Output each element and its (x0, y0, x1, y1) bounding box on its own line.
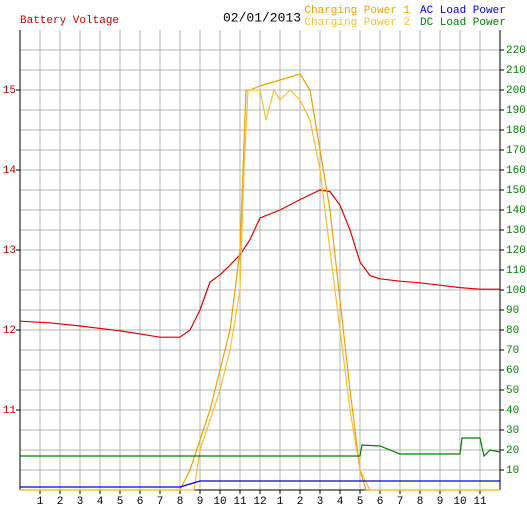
x-tick-label: 1 (37, 496, 44, 508)
y-tick-label: 14 (3, 165, 17, 177)
x-tick-label: 9 (437, 496, 444, 508)
y2-tick-label: 140 (506, 205, 526, 217)
y2-tick-label: 160 (506, 165, 526, 177)
x-tick-label: 7 (157, 496, 164, 508)
y2-tick-label: 90 (506, 305, 519, 317)
y2-tick-label: 40 (506, 405, 519, 417)
legend-label: Charging Power 2 (304, 17, 410, 29)
legend-label: AC Load Power (420, 5, 506, 17)
y2-tick-label: 50 (506, 385, 519, 397)
series-line (20, 480, 500, 488)
x-tick-label: 3 (317, 496, 324, 508)
y2-tick-label: 210 (506, 65, 526, 77)
y2-tick-label: 70 (506, 345, 519, 357)
x-tick-label: 5 (357, 496, 364, 508)
y2-tick-label: 110 (506, 265, 526, 277)
x-tick-label: 12 (253, 496, 266, 508)
x-tick-label: 10 (213, 496, 226, 508)
x-tick-label: 2 (297, 496, 304, 508)
y2-tick-label: 10 (506, 465, 519, 477)
x-tick-label: 8 (177, 496, 184, 508)
x-tick-label: 6 (137, 496, 144, 508)
series-line (20, 88, 500, 491)
y2-tick-label: 30 (506, 425, 519, 437)
series-line (20, 73, 500, 491)
y2-tick-label: 80 (506, 325, 519, 337)
legend-label: DC Load Power (420, 17, 506, 29)
y-axis-label: Battery Voltage (20, 15, 119, 27)
legend-label: Charging Power 1 (304, 5, 410, 17)
x-tick-label: 11 (473, 496, 487, 508)
y-tick-label: 11 (3, 405, 17, 417)
y2-tick-label: 150 (506, 185, 526, 197)
y2-tick-label: 20 (506, 445, 519, 457)
x-tick-label: 4 (337, 496, 344, 508)
y2-tick-label: 220 (506, 45, 526, 57)
x-tick-label: 7 (397, 496, 404, 508)
y-tick-label: 12 (3, 325, 16, 337)
x-tick-label: 5 (117, 496, 124, 508)
x-tick-label: 1 (277, 496, 284, 508)
y2-tick-label: 130 (506, 225, 526, 237)
y2-tick-label: 180 (506, 125, 526, 137)
y-tick-label: 13 (3, 245, 16, 257)
x-tick-label: 3 (77, 496, 84, 508)
x-tick-label: 4 (97, 496, 104, 508)
chart-title: 02/01/2013 (223, 10, 301, 25)
series-line (20, 437, 501, 458)
y2-tick-label: 120 (506, 245, 526, 257)
x-tick-label: 8 (417, 496, 424, 508)
y2-tick-label: 100 (506, 285, 526, 297)
series-line (19, 189, 500, 338)
x-tick-label: 10 (453, 496, 466, 508)
y-tick-label: 15 (3, 85, 16, 97)
x-tick-label: 6 (377, 496, 384, 508)
x-tick-label: 11 (233, 496, 247, 508)
y2-tick-label: 170 (506, 145, 526, 157)
x-tick-label: 2 (57, 496, 64, 508)
y2-tick-label: 200 (506, 85, 526, 97)
x-tick-label: 9 (197, 496, 204, 508)
y2-tick-label: 60 (506, 365, 519, 377)
y2-tick-label: 190 (506, 105, 526, 117)
